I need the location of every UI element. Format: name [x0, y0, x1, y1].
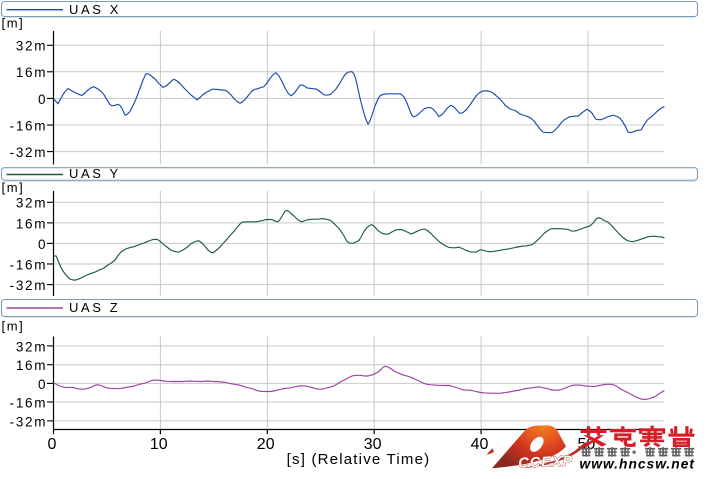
svg-text:32m: 32m [16, 196, 47, 211]
svg-text:-16m: -16m [10, 395, 48, 410]
svg-text:[m]: [m] [2, 16, 25, 31]
svg-text:16m: 16m [16, 65, 47, 80]
svg-text:10: 10 [150, 436, 168, 453]
svg-text:0: 0 [38, 377, 47, 392]
svg-text:20: 20 [257, 436, 275, 453]
svg-text:40: 40 [471, 436, 489, 453]
svg-text:CCEXP: CCEXP [518, 453, 574, 471]
svg-text:-32m: -32m [10, 278, 48, 293]
svg-text:www.hncsw.net: www.hncsw.net [580, 457, 696, 472]
svg-text:[m]: [m] [2, 180, 25, 195]
svg-text:UAS Z: UAS Z [69, 300, 120, 315]
svg-text:16m: 16m [16, 216, 47, 231]
svg-text:-32m: -32m [10, 145, 48, 160]
svg-text:16m: 16m [16, 358, 47, 373]
svg-text:UAS Y: UAS Y [69, 166, 121, 181]
svg-text:[s] (Relative Time): [s] (Relative Time) [287, 451, 431, 468]
svg-text:0: 0 [38, 92, 47, 107]
svg-text:32m: 32m [16, 39, 47, 54]
svg-text:-16m: -16m [10, 257, 48, 272]
svg-text:[m]: [m] [2, 319, 25, 334]
svg-text:0: 0 [38, 237, 47, 252]
svg-text:30: 30 [364, 436, 382, 453]
svg-text:UAS X: UAS X [69, 2, 121, 17]
svg-text:0: 0 [47, 436, 56, 453]
svg-text:-16m: -16m [10, 118, 48, 133]
svg-text:32m: 32m [16, 339, 47, 354]
svg-text:-32m: -32m [10, 414, 48, 429]
